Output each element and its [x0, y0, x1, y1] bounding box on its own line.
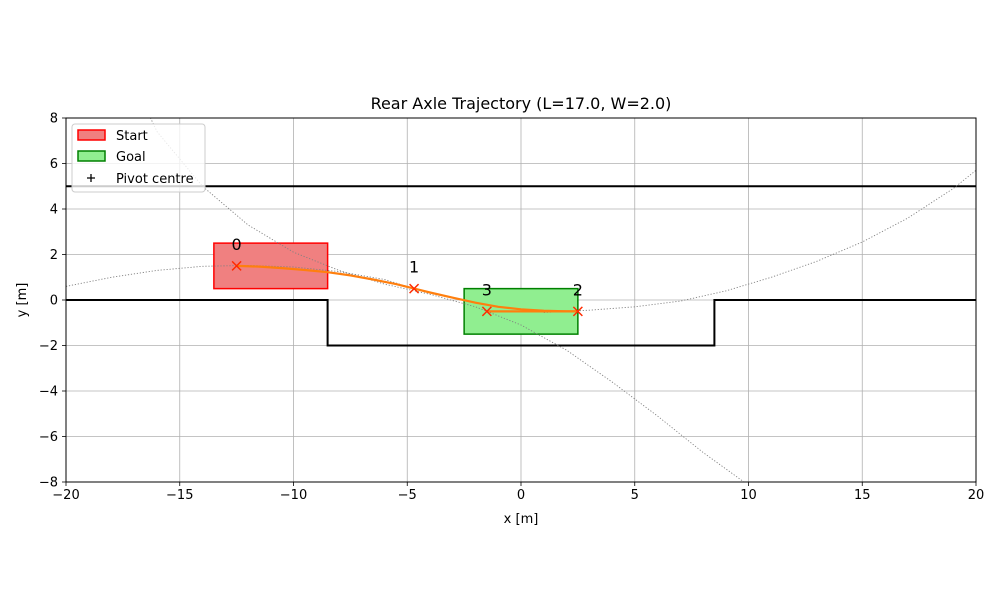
legend-start-swatch — [77, 129, 106, 141]
legend-start-label: Start — [116, 129, 148, 144]
x-tick-label: 15 — [854, 488, 871, 503]
y-tick-label: 8 — [50, 112, 58, 127]
legend-goal-label: Goal — [116, 150, 146, 165]
y-tick-label: −4 — [39, 385, 58, 400]
waypoint-marker — [409, 283, 420, 294]
waypoint-label: 2 — [573, 280, 583, 299]
waypoint-marker — [481, 306, 492, 317]
x-tick-label: −5 — [398, 488, 417, 503]
legend-pivot-label: Pivot centre — [116, 172, 194, 187]
x-axis-ticks: −20 −15 −10 −5 0 5 10 15 20 — [52, 482, 984, 503]
waypoint-label: 3 — [482, 280, 492, 299]
x-tick-label: 5 — [631, 488, 639, 503]
legend: Start Goal Pivot centre — [71, 123, 206, 193]
legend-frame — [71, 123, 206, 193]
y-tick-label: 0 — [50, 294, 58, 309]
legend-goal-swatch — [77, 150, 106, 162]
y-tick-label: 2 — [50, 248, 58, 263]
y-axis-label: y [m] — [15, 283, 30, 318]
boundary-lines — [66, 185, 976, 347]
waypoints: 0 1 2 3 — [231, 235, 583, 317]
y-tick-label: 4 — [50, 203, 58, 218]
y-tick-label: −8 — [39, 476, 58, 491]
waypoint-marker — [572, 306, 583, 317]
waypoint-label: 0 — [232, 235, 242, 254]
x-tick-label: −10 — [280, 488, 307, 503]
pivot-arc — [543, 169, 976, 313]
y-tick-label: 6 — [50, 157, 58, 172]
pivot-arc — [150, 118, 745, 482]
lower-boundary-profile — [66, 299, 976, 347]
y-tick-label: −2 — [39, 339, 58, 354]
x-tick-label: −20 — [52, 488, 79, 503]
x-tick-label: 10 — [740, 488, 757, 503]
x-tick-label: 20 — [968, 488, 985, 503]
chart-title: Rear Axle Trajectory (L=17.0, W=2.0) — [371, 94, 672, 113]
legend-pivot-marker — [87, 174, 95, 182]
x-axis-label: x [m] — [504, 512, 539, 527]
waypoint-marker — [231, 260, 242, 271]
y-axis-ticks: −8 −6 −4 −2 0 2 4 6 8 — [39, 112, 66, 491]
x-tick-label: −15 — [166, 488, 193, 503]
x-tick-label: 0 — [517, 488, 525, 503]
waypoint-label: 1 — [409, 258, 419, 277]
y-tick-label: −6 — [39, 430, 58, 445]
